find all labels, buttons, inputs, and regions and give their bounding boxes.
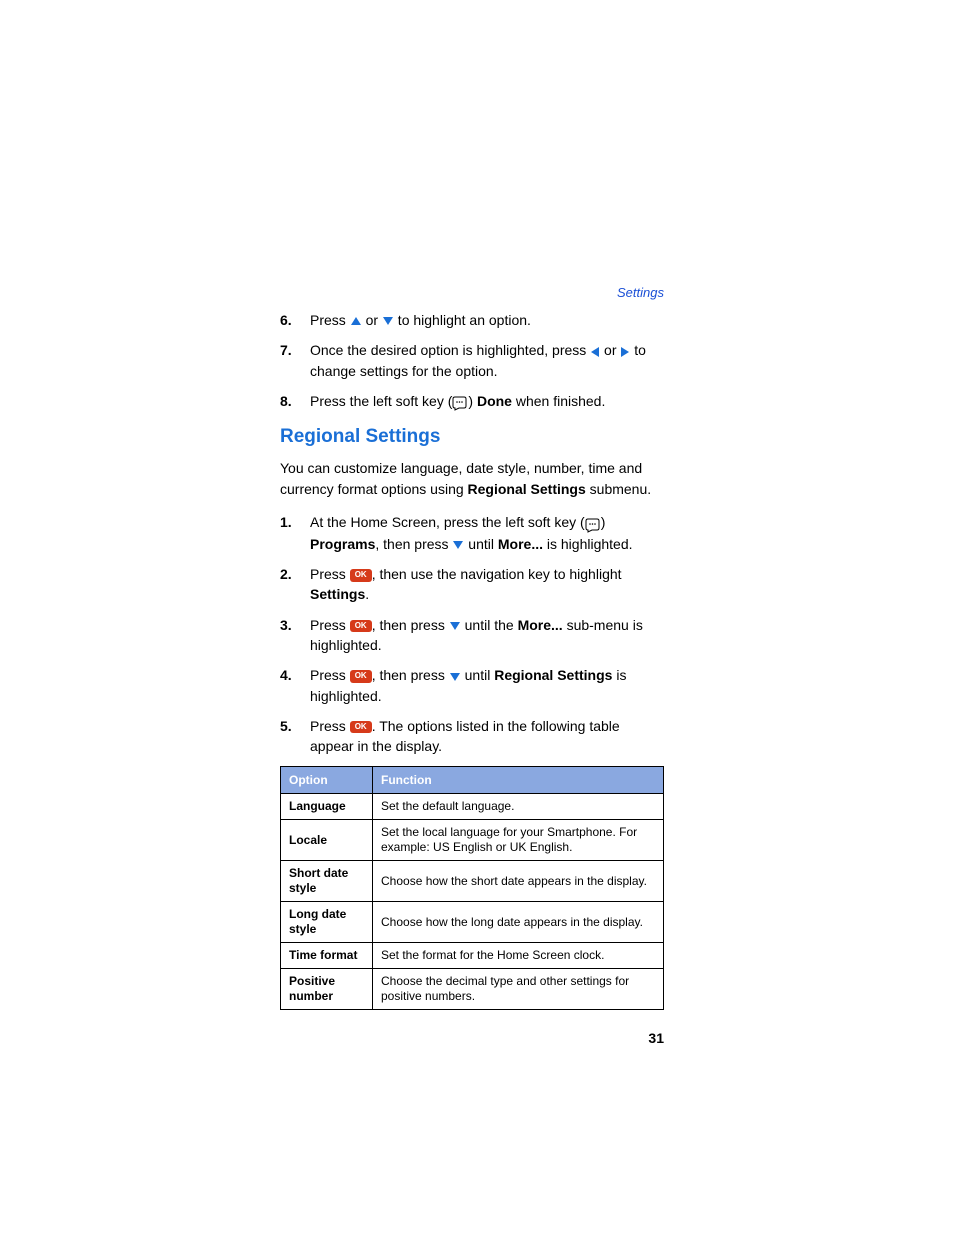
table-row: Short date styleChoose how the short dat… <box>281 861 664 902</box>
regional-steps-list: 1.At the Home Screen, press the left sof… <box>280 512 664 756</box>
cell-option: Positive number <box>281 969 373 1010</box>
arrow-down-icon <box>383 317 393 325</box>
step-number: 3. <box>280 615 310 656</box>
table-row: Time formatSet the format for the Home S… <box>281 943 664 969</box>
step-number: 2. <box>280 564 310 605</box>
step-number: 5. <box>280 716 310 757</box>
cell-function: Set the default language. <box>373 794 664 820</box>
step-number: 4. <box>280 665 310 706</box>
document-page: Settings 6.Press or to highlight an opti… <box>0 0 954 1046</box>
regional-step: 5.Press OK. The options listed in the fo… <box>280 716 664 757</box>
table-row: Long date styleChoose how the long date … <box>281 902 664 943</box>
arrow-down-icon <box>453 541 463 549</box>
ok-button-icon: OK <box>350 721 372 733</box>
cell-option: Language <box>281 794 373 820</box>
header-settings-link[interactable]: Settings <box>280 285 664 300</box>
step-body: Press OK. The options listed in the foll… <box>310 716 664 757</box>
arrow-right-icon <box>621 347 629 357</box>
arrow-left-icon <box>591 347 599 357</box>
ok-button-icon: OK <box>350 620 372 632</box>
step-body: Press OK, then press until the More... s… <box>310 615 664 656</box>
table-row: LocaleSet the local language for your Sm… <box>281 820 664 861</box>
table-header-row: Option Function <box>281 767 664 794</box>
step-body: Press OK, then press until Regional Sett… <box>310 665 664 706</box>
col-option: Option <box>281 767 373 794</box>
col-function: Function <box>373 767 664 794</box>
step-body: Press OK, then use the navigation key to… <box>310 564 664 605</box>
top-step: 6.Press or to highlight an option. <box>280 310 664 330</box>
cell-function: Choose the decimal type and other settin… <box>373 969 664 1010</box>
arrow-down-icon <box>450 673 460 681</box>
page-number: 31 <box>280 1030 664 1046</box>
step-body: Once the desired option is highlighted, … <box>310 340 664 381</box>
arrow-down-icon <box>450 622 460 630</box>
step-number: 6. <box>280 310 310 330</box>
cell-function: Choose how the short date appears in the… <box>373 861 664 902</box>
cell-option: Locale <box>281 820 373 861</box>
cell-function: Set the local language for your Smartpho… <box>373 820 664 861</box>
ok-button-icon: OK <box>350 569 372 581</box>
step-number: 7. <box>280 340 310 381</box>
arrow-up-icon <box>351 317 361 325</box>
table-row: LanguageSet the default language. <box>281 794 664 820</box>
top-steps-list: 6.Press or to highlight an option.7.Once… <box>280 310 664 412</box>
cell-option: Long date style <box>281 902 373 943</box>
step-body: Press the left soft key () Done when fin… <box>310 391 664 412</box>
section-title: Regional Settings <box>280 426 664 448</box>
table-row: Positive numberChoose the decimal type a… <box>281 969 664 1010</box>
step-body: Press or to highlight an option. <box>310 310 664 330</box>
cell-option: Time format <box>281 943 373 969</box>
cell-function: Choose how the long date appears in the … <box>373 902 664 943</box>
regional-step: 1.At the Home Screen, press the left sof… <box>280 512 664 554</box>
cell-function: Set the format for the Home Screen clock… <box>373 943 664 969</box>
softkey-icon <box>585 513 601 533</box>
options-table: Option Function LanguageSet the default … <box>280 766 664 1010</box>
ok-button-icon: OK <box>350 670 372 682</box>
step-number: 1. <box>280 512 310 554</box>
top-step: 8.Press the left soft key () Done when f… <box>280 391 664 412</box>
top-step: 7.Once the desired option is highlighted… <box>280 340 664 381</box>
cell-option: Short date style <box>281 861 373 902</box>
regional-step: 2.Press OK, then use the navigation key … <box>280 564 664 605</box>
step-number: 8. <box>280 391 310 412</box>
step-body: At the Home Screen, press the left soft … <box>310 512 664 554</box>
softkey-icon <box>452 392 468 412</box>
section-intro: You can customize language, date style, … <box>280 458 664 500</box>
regional-step: 3.Press OK, then press until the More...… <box>280 615 664 656</box>
regional-step: 4.Press OK, then press until Regional Se… <box>280 665 664 706</box>
